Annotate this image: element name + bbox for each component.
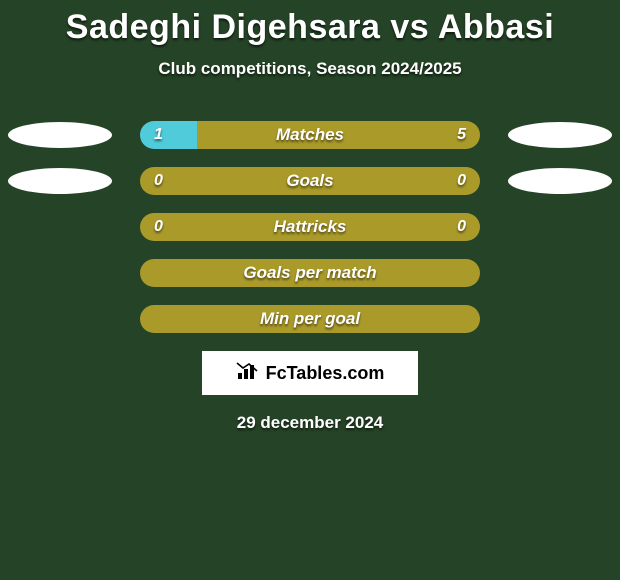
player-oval-left bbox=[8, 168, 112, 194]
bar-chart-icon bbox=[236, 361, 260, 386]
stat-bar: Min per goal bbox=[140, 305, 480, 333]
stat-value-right: 0 bbox=[457, 213, 466, 241]
stat-label: Goals bbox=[140, 167, 480, 195]
stat-bar: Hattricks0 0 bbox=[140, 213, 480, 241]
page-subtitle: Club competitions, Season 2024/2025 bbox=[0, 59, 620, 79]
stat-label: Min per goal bbox=[140, 305, 480, 333]
brand-box: FcTables.com bbox=[202, 351, 418, 395]
stat-row: Matches1 5 bbox=[8, 121, 612, 149]
player-oval-right bbox=[508, 168, 612, 194]
date-text: 29 december 2024 bbox=[0, 413, 620, 433]
brand-text: FcTables.com bbox=[266, 363, 385, 384]
player-oval-right bbox=[508, 122, 612, 148]
stat-label: Hattricks bbox=[140, 213, 480, 241]
stats-container: Matches15Goals00Hattricks00Goals per mat… bbox=[0, 121, 620, 333]
stat-row: Min per goal bbox=[8, 305, 612, 333]
player-oval-left bbox=[8, 122, 112, 148]
stat-bar: Goals per match bbox=[140, 259, 480, 287]
stat-value-left: 0 bbox=[154, 167, 163, 195]
stat-row: Hattricks0 0 bbox=[8, 213, 612, 241]
stat-label: Matches bbox=[140, 121, 480, 149]
stat-row: Goals per match bbox=[8, 259, 612, 287]
stat-value-right: 0 bbox=[457, 167, 466, 195]
stat-value-left: 1 bbox=[154, 121, 163, 149]
stat-bar: Matches1 5 bbox=[140, 121, 480, 149]
stat-bar: Goals0 0 bbox=[140, 167, 480, 195]
stat-value-left: 0 bbox=[154, 213, 163, 241]
stat-label: Goals per match bbox=[140, 259, 480, 287]
page-title: Sadeghi Digehsara vs Abbasi bbox=[0, 0, 620, 47]
stat-row: Goals0 0 bbox=[8, 167, 612, 195]
stat-value-right: 5 bbox=[457, 121, 466, 149]
